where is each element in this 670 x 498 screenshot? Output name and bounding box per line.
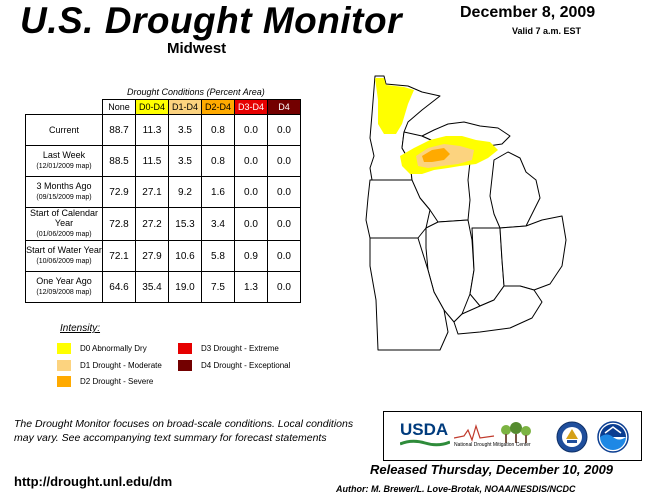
state-michigan-lp (489, 151, 541, 229)
row-label: Current (25, 114, 103, 146)
noaa-logo-icon (597, 421, 629, 453)
legend-item-d2: D2 Drought - Severe (57, 376, 153, 387)
midwest-drought-map (365, 75, 567, 351)
valid-time: Valid 7 a.m. EST (512, 26, 582, 36)
table-cell: 0.0 (234, 207, 268, 241)
table-cell: 3.5 (168, 114, 202, 146)
table-row: Last Week (12/01/2009 map) 88.5 11.5 3.5 … (25, 145, 301, 177)
legend-label: D1 Drought - Moderate (80, 361, 162, 370)
table-cell: 19.0 (168, 271, 202, 303)
state-iowa (365, 179, 431, 239)
table-cell: 0.0 (267, 114, 301, 146)
table-corner (26, 100, 103, 115)
table-cell: 27.1 (135, 176, 169, 208)
table-row: Current 88.7 11.3 3.5 0.8 0.0 0.0 (25, 114, 301, 146)
legend-item-d3: D3 Drought - Extreme (178, 343, 279, 354)
legend-item-d0: D0 Abnormally Dry (57, 343, 147, 354)
legend-label: D0 Abnormally Dry (80, 344, 147, 353)
table-cell: 0.0 (234, 114, 268, 146)
table-cell: 3.5 (168, 145, 202, 177)
col-header-d0-d4: D0-D4 (135, 99, 169, 115)
table-caption: Drought Conditions (Percent Area) (127, 87, 265, 97)
table-cell: 0.0 (234, 176, 268, 208)
table-cell: 11.5 (135, 145, 169, 177)
table-cell: 7.5 (201, 271, 235, 303)
state-kentucky (453, 285, 543, 335)
table-cell: 0.8 (201, 114, 235, 146)
author-credit: Author: M. Brewer/L. Love-Brotak, NOAA/N… (336, 484, 576, 494)
row-label: Start of Calendar Year (01/06/2009 map) (25, 207, 103, 241)
table-row: Start of Water Year (10/06/2009 map) 72.1… (25, 240, 301, 272)
doc-seal-icon (556, 421, 588, 453)
col-header-d2-d4: D2-D4 (201, 99, 235, 115)
table-cell: 27.9 (135, 240, 169, 272)
state-ohio (499, 215, 567, 291)
table-cell: 88.7 (102, 114, 136, 146)
table-cell: 27.2 (135, 207, 169, 241)
table-header-row: None D0-D4 D1-D4 D2-D4 D3-D4 D4 (26, 99, 301, 115)
map-date: December 8, 2009 (460, 4, 596, 21)
legend-swatch (178, 360, 192, 371)
table-cell: 9.2 (168, 176, 202, 208)
col-header-d1-d4: D1-D4 (168, 99, 202, 115)
row-label: One Year Ago (12/09/2008 map) (25, 271, 103, 303)
table-cell: 88.5 (102, 145, 136, 177)
table-cell: 72.1 (102, 240, 136, 272)
website-link[interactable]: http://drought.unl.edu/dm (14, 474, 173, 489)
table-cell: 11.3 (135, 114, 169, 146)
disclaimer-note: The Drought Monitor focuses on broad-sca… (14, 418, 354, 444)
col-header-d4: D4 (267, 99, 301, 115)
table-cell: 0.0 (267, 176, 301, 208)
table-cell: 15.3 (168, 207, 202, 241)
table-cell: 10.6 (168, 240, 202, 272)
table-row: 3 Months Ago (09/15/2009 map) 72.9 27.1 9… (25, 176, 301, 208)
col-header-none: None (102, 99, 136, 115)
state-missouri (369, 237, 449, 351)
table-cell: 1.6 (201, 176, 235, 208)
table-row: Start of Calendar Year (01/06/2009 map) 7… (25, 207, 301, 241)
release-date: Released Thursday, December 10, 2009 (370, 462, 614, 477)
table-cell: 0.0 (267, 240, 301, 272)
table-cell: 0.9 (234, 240, 268, 272)
region-label: Midwest (167, 40, 227, 57)
table-cell: 1.3 (234, 271, 268, 303)
ndmc-logo-text: National Drought Mitigation Center (454, 442, 531, 448)
table-cell: 0.0 (234, 145, 268, 177)
col-header-d3-d4: D3-D4 (234, 99, 268, 115)
table-cell: 72.8 (102, 207, 136, 241)
legend-title: Intensity: (60, 323, 101, 334)
row-label: Start of Water Year (10/06/2009 map) (25, 240, 103, 272)
row-label: 3 Months Ago (09/15/2009 map) (25, 176, 103, 208)
table-cell: 0.0 (267, 145, 301, 177)
legend-item-d4: D4 Drought - Exceptional (178, 360, 290, 371)
table-cell: 64.6 (102, 271, 136, 303)
drought-d2 (422, 148, 450, 162)
drought-stats-table: None D0-D4 D1-D4 D2-D4 D3-D4 D4 Current … (25, 99, 301, 303)
table-row: One Year Ago (12/09/2008 map) 64.6 35.4 1… (25, 271, 301, 303)
legend-swatch (57, 343, 71, 354)
map-title: U.S. Drought Monitor (20, 0, 402, 41)
table-cell: 3.4 (201, 207, 235, 241)
table-cell: 0.8 (201, 145, 235, 177)
legend-label: D4 Drought - Exceptional (201, 361, 291, 370)
row-label: Last Week (12/01/2009 map) (25, 145, 103, 177)
table-cell: 0.0 (267, 207, 301, 241)
table-cell: 0.0 (267, 271, 301, 303)
legend-swatch (178, 343, 192, 354)
legend-swatch (57, 376, 71, 387)
ndmc-logo-icon (454, 422, 531, 443)
table-cell: 5.8 (201, 240, 235, 272)
drought-d0-minnesota (375, 78, 414, 134)
legend-label: D2 Drought - Severe (80, 377, 154, 386)
table-cell: 35.4 (135, 271, 169, 303)
usda-logo: USDA (400, 420, 449, 439)
usda-wave-icon (400, 439, 450, 447)
table-cell: 72.9 (102, 176, 136, 208)
legend-label: D3 Drought - Extreme (201, 344, 279, 353)
legend-swatch (57, 360, 71, 371)
legend-item-d1: D1 Drought - Moderate (57, 360, 162, 371)
